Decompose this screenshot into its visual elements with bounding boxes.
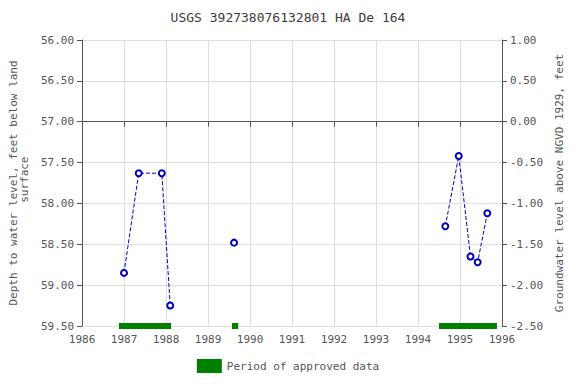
svg-text:-1.00: -1.00 — [510, 197, 543, 210]
svg-text:-2.00: -2.00 — [510, 279, 543, 292]
svg-text:1992: 1992 — [321, 333, 348, 346]
svg-text:USGS 392738076132801 HA De 164: USGS 392738076132801 HA De 164 — [171, 10, 406, 25]
svg-text:1989: 1989 — [195, 333, 222, 346]
svg-text:57.00: 57.00 — [41, 115, 74, 128]
svg-text:-0.50: -0.50 — [510, 156, 543, 169]
svg-text:1988: 1988 — [153, 333, 180, 346]
svg-text:0.00: 0.00 — [510, 115, 537, 128]
svg-text:Groundwater level above NGVD 1: Groundwater level above NGVD 1929, feet — [553, 54, 566, 312]
svg-text:58.50: 58.50 — [41, 238, 74, 251]
svg-text:1993: 1993 — [363, 333, 390, 346]
svg-text:1991: 1991 — [279, 333, 306, 346]
svg-text:57.50: 57.50 — [41, 156, 74, 169]
svg-text:Period of approved data: Period of approved data — [227, 360, 379, 373]
svg-text:surface: surface — [18, 157, 31, 210]
svg-text:56.00: 56.00 — [41, 34, 74, 47]
svg-text:59.50: 59.50 — [41, 320, 74, 333]
svg-text:1990: 1990 — [237, 333, 263, 346]
svg-text:1.00: 1.00 — [510, 34, 537, 47]
svg-text:0.50: 0.50 — [510, 74, 537, 87]
svg-text:1995: 1995 — [447, 333, 474, 346]
svg-text:1986: 1986 — [69, 333, 96, 346]
svg-text:-2.50: -2.50 — [510, 320, 543, 333]
svg-text:1994: 1994 — [405, 333, 432, 346]
svg-text:-1.50: -1.50 — [510, 238, 543, 251]
svg-text:1996: 1996 — [489, 333, 516, 346]
svg-text:Depth to water level, feet bel: Depth to water level, feet below land — [7, 60, 20, 306]
svg-text:1987: 1987 — [111, 333, 138, 346]
svg-text:56.50: 56.50 — [41, 74, 74, 87]
svg-text:58.00: 58.00 — [41, 197, 74, 210]
svg-text:59.00: 59.00 — [41, 279, 74, 292]
